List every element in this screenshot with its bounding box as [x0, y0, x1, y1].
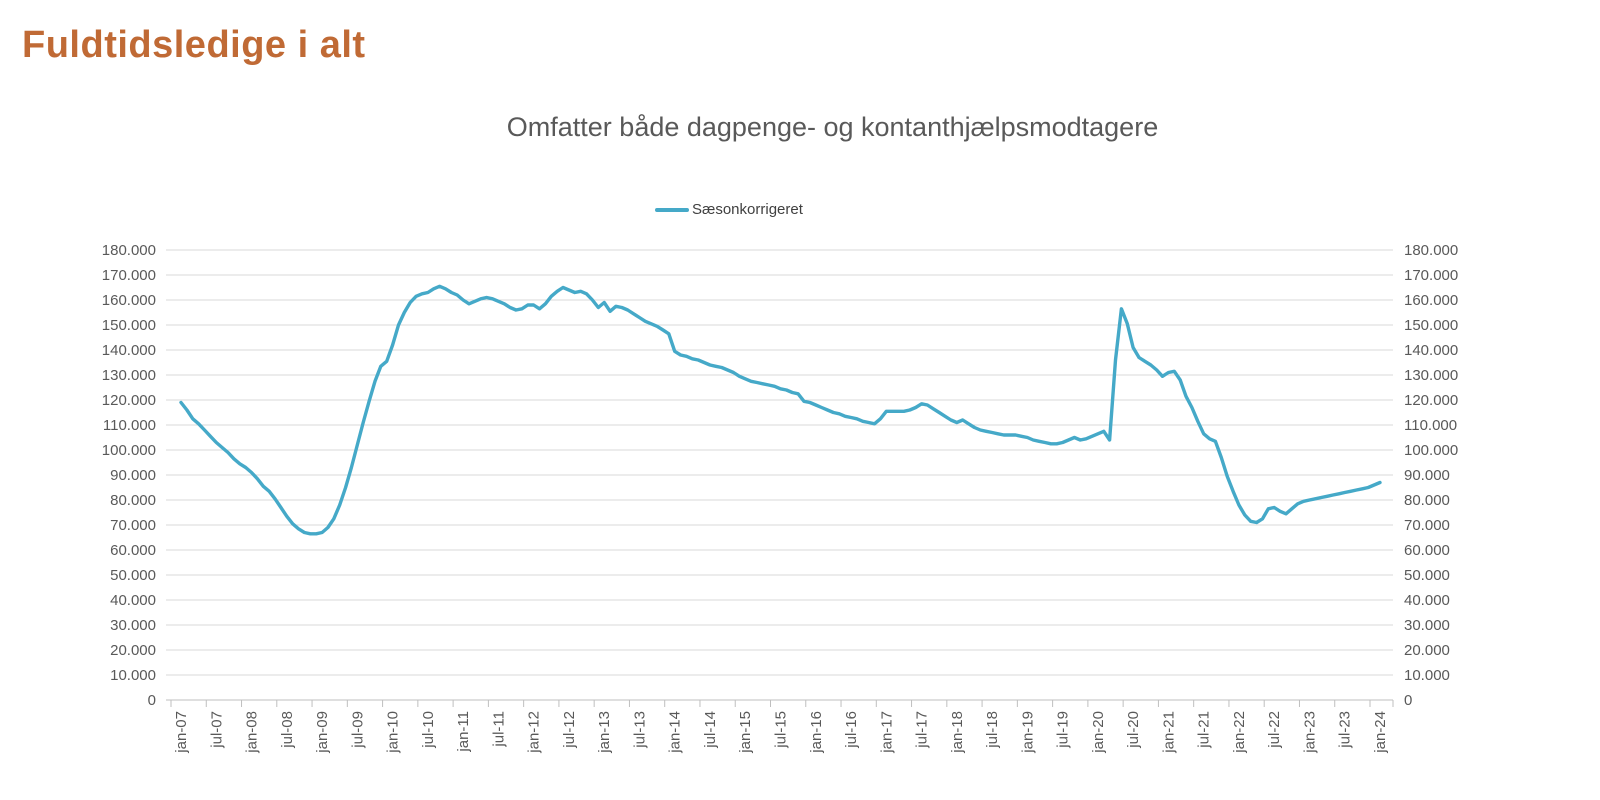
- y-axis-label-left: 140.000: [102, 342, 156, 359]
- y-axis-label-left: 130.000: [102, 367, 156, 384]
- x-axis-label: jul-20: [1125, 711, 1142, 749]
- y-axis-label-right: 50.000: [1404, 567, 1450, 584]
- x-axis-label: jan-24: [1372, 711, 1389, 754]
- x-axis-label: jan-13: [596, 711, 613, 754]
- y-axis-label-left: 20.000: [110, 642, 156, 659]
- x-axis-label: jul-19: [1055, 711, 1072, 749]
- x-axis-label: jan-20: [1090, 711, 1107, 754]
- y-axis-label-right: 0: [1404, 692, 1412, 709]
- y-axis-label-left: 70.000: [110, 517, 156, 534]
- y-axis-label-left: 30.000: [110, 617, 156, 634]
- y-axis-label-left: 170.000: [102, 267, 156, 284]
- x-axis-label: jul-15: [773, 711, 790, 749]
- y-axis-label-left: 150.000: [102, 317, 156, 334]
- x-axis-label: jul-21: [1196, 711, 1213, 749]
- x-axis-label: jan-11: [455, 711, 472, 753]
- y-axis-label-right: 10.000: [1404, 667, 1450, 684]
- y-axis-label-left: 80.000: [110, 492, 156, 509]
- x-axis-label: jul-23: [1337, 711, 1354, 749]
- y-axis-label-right: 180.000: [1404, 242, 1458, 259]
- x-axis-label: jan-10: [385, 711, 402, 754]
- x-axis-label: jul-18: [984, 711, 1001, 749]
- y-axis-label-left: 100.000: [102, 442, 156, 459]
- y-axis-label-right: 110.000: [1404, 417, 1457, 434]
- y-axis-label-right: 120.000: [1404, 392, 1458, 409]
- x-axis-label: jan-14: [667, 711, 684, 754]
- chart-title: Omfatter både dagpenge- og kontanthjælps…: [506, 112, 1159, 142]
- y-axis-label-left: 10.000: [110, 667, 156, 684]
- y-axis-label-right: 150.000: [1404, 317, 1458, 334]
- x-axis-label: jul-22: [1266, 711, 1283, 749]
- x-axis-label: jul-12: [561, 711, 578, 749]
- y-axis-label-right: 130.000: [1404, 367, 1458, 384]
- y-axis-label-left: 50.000: [110, 567, 156, 584]
- x-axis-label: jan-15: [737, 711, 754, 754]
- x-axis-label: jan-22: [1231, 711, 1248, 754]
- y-axis-label-right: 40.000: [1404, 592, 1450, 609]
- y-axis-label-right: 70.000: [1404, 517, 1450, 534]
- y-axis-label-right: 160.000: [1404, 292, 1458, 309]
- y-axis-label-right: 80.000: [1404, 492, 1450, 509]
- y-axis-label-right: 30.000: [1404, 617, 1450, 634]
- x-axis-label: jul-10: [420, 711, 437, 749]
- x-axis-label: jan-09: [314, 711, 331, 754]
- y-axis-label-right: 100.000: [1404, 442, 1458, 459]
- y-axis-label-right: 140.000: [1404, 342, 1458, 359]
- y-axis-label-right: 90.000: [1404, 467, 1450, 484]
- x-axis-label: jan-07: [173, 711, 190, 754]
- x-axis-label: jul-09: [349, 711, 366, 749]
- page-title: Fuldtidsledige i alt: [22, 24, 366, 66]
- y-axis-label-right: 60.000: [1404, 542, 1450, 559]
- y-axis-label-left: 160.000: [102, 292, 156, 309]
- y-axis-label-left: 60.000: [110, 542, 156, 559]
- x-axis-label: jul-11: [490, 711, 507, 748]
- series-line-saesonkorrigeret: [179, 284, 1382, 536]
- x-axis-label: jul-07: [208, 711, 225, 749]
- legend-line-marker: [655, 207, 689, 212]
- y-axis-label-left: 90.000: [110, 467, 156, 484]
- legend-label: Sæsonkorrigeret: [692, 201, 803, 218]
- y-axis-label-left: 40.000: [110, 592, 156, 609]
- x-axis-label: jul-16: [843, 711, 860, 749]
- x-axis-label: jan-19: [1019, 711, 1036, 754]
- x-axis-label: jul-08: [279, 711, 296, 749]
- x-axis-label: jan-18: [949, 711, 966, 754]
- x-axis-label: jul-14: [702, 711, 719, 749]
- y-axis-label-right: 20.000: [1404, 642, 1450, 659]
- legend: Sæsonkorrigeret: [655, 201, 803, 218]
- y-axis-label-left: 180.000: [102, 242, 156, 259]
- y-axis-label-left: 0: [148, 692, 156, 709]
- y-axis-label-left: 110.000: [103, 417, 156, 434]
- x-axis-label: jul-17: [914, 711, 931, 749]
- y-axis-label-left: 120.000: [102, 392, 156, 409]
- x-axis-label: jan-23: [1301, 711, 1318, 754]
- x-axis-label: jan-16: [808, 711, 825, 754]
- x-axis-label: jan-17: [878, 711, 895, 754]
- x-axis-label: jan-21: [1160, 711, 1177, 754]
- x-axis-label: jan-12: [526, 711, 543, 754]
- x-axis-label: jan-08: [244, 711, 261, 754]
- x-axis-label: jul-13: [631, 711, 648, 749]
- y-axis-label-right: 170.000: [1404, 267, 1458, 284]
